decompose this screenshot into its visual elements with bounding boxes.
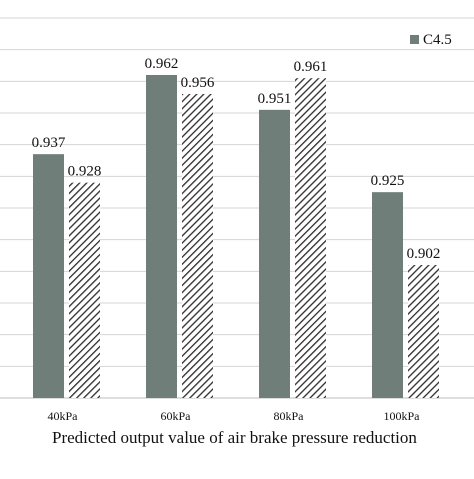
x-tick-label: 40kPa [48,409,79,423]
data-label: 0.937 [32,135,66,151]
data-label: 0.902 [407,246,441,262]
data-label: 0.956 [181,75,215,91]
bar-series1-100kPa [372,192,403,398]
bar-series1-80kPa [259,109,290,398]
x-axis-label: Predicted output value of air brake pres… [52,428,417,447]
data-label: 0.928 [68,164,102,180]
data-label: 0.961 [294,59,328,75]
x-tick-labels: 40kPa 60kPa 80kPa 100kPa [48,409,421,423]
bar-series1-60kPa [146,75,177,398]
legend-label: C4.5 [423,32,452,48]
x-tick-label: 60kPa [161,409,192,423]
legend: C4.5 [410,32,452,48]
x-tick-label: 100kPa [384,409,421,423]
data-label: 0.951 [258,91,292,107]
x-tick-label: 80kPa [274,409,305,423]
legend-swatch [410,35,419,44]
bar-series2-80kPa [295,78,326,399]
data-label: 0.925 [371,173,405,189]
bars-group [33,75,439,399]
bar-series2-100kPa [408,265,439,398]
data-label: 0.962 [145,56,179,72]
bar-series2-40kPa [69,182,100,398]
bar-series1-40kPa [33,154,64,398]
bar-series2-60kPa [182,94,213,398]
